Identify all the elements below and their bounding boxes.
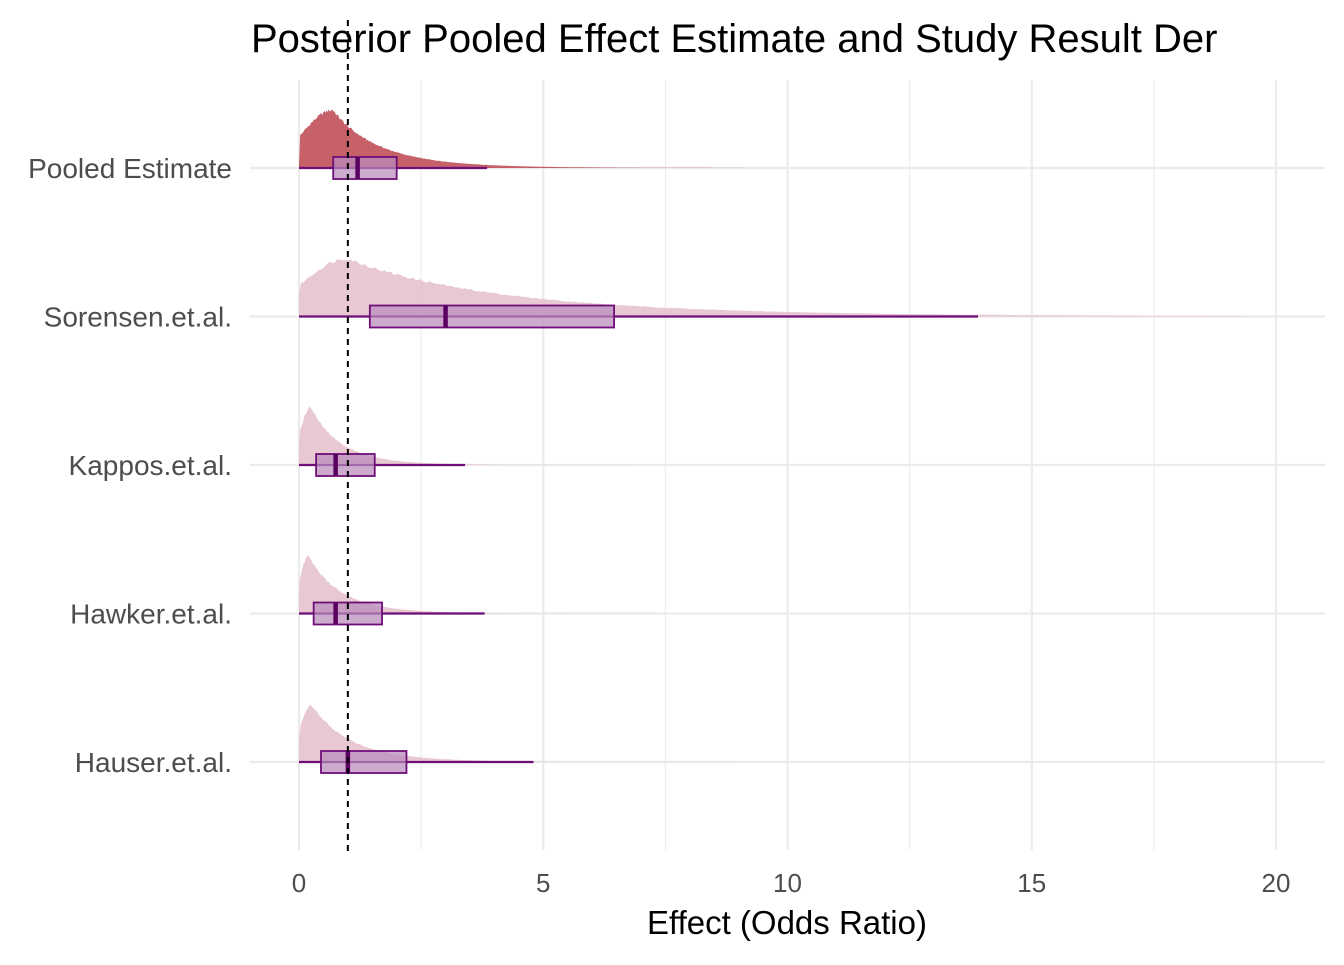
y-tick-label: Sorensen.et.al. xyxy=(44,302,232,333)
y-tick-label: Kappos.et.al. xyxy=(69,450,232,481)
density-curves xyxy=(299,109,1242,762)
y-tick-label: Hawker.et.al. xyxy=(70,599,232,630)
boxplots xyxy=(299,156,979,774)
iqr-box xyxy=(332,156,398,180)
chart-title: Posterior Pooled Effect Estimate and Stu… xyxy=(251,17,1217,61)
iqr-box xyxy=(315,453,376,477)
x-tick-label: 10 xyxy=(773,868,802,898)
axis-labels: 0 5 10 15 20 Pooled Estimate Sorensen.et.al. Ka… xyxy=(28,153,1290,898)
density-curve xyxy=(299,406,861,465)
y-tick-label: Pooled Estimate xyxy=(28,153,232,184)
y-tick-label: Hauser.et.al. xyxy=(75,747,232,778)
density-curve xyxy=(299,259,1242,317)
iqr-box xyxy=(320,750,408,774)
x-axis-title: Effect (Odds Ratio) xyxy=(647,904,927,941)
x-tick-label: 0 xyxy=(292,868,306,898)
x-tick-label: 5 xyxy=(536,868,550,898)
x-tick-label: 20 xyxy=(1262,868,1291,898)
x-tick-label: 15 xyxy=(1017,868,1046,898)
density-curve xyxy=(299,704,1047,762)
iqr-box xyxy=(312,601,383,626)
iqr-box xyxy=(368,304,615,329)
